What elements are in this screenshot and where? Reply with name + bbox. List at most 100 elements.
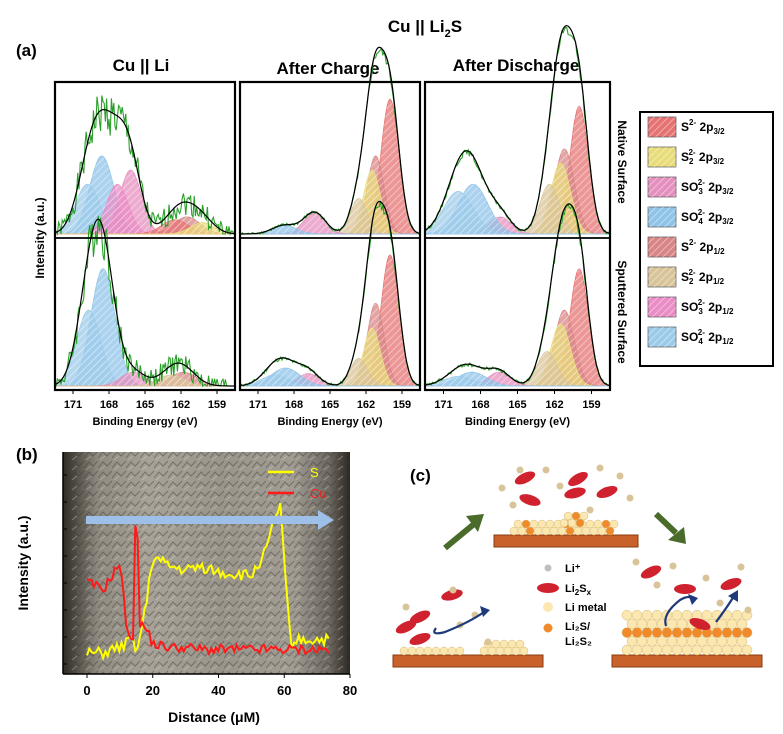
legend-s: S bbox=[310, 465, 319, 480]
col-border-1 bbox=[238, 80, 422, 392]
legend-li2s-line1: Li₂S/ bbox=[565, 621, 590, 633]
peak-hatch bbox=[240, 99, 420, 234]
row-label-native: Native Surface bbox=[615, 120, 629, 204]
li-deposit-ball bbox=[731, 644, 743, 656]
legend-entry: SO32- 2p3/2 bbox=[681, 178, 734, 196]
substrate-left bbox=[392, 654, 544, 668]
peak-hatch bbox=[425, 184, 610, 234]
li-deposit-ball bbox=[661, 627, 673, 638]
li-deposit-ball bbox=[565, 526, 575, 536]
li-deposit-ball bbox=[571, 511, 581, 521]
legend-li-metal: Li metal bbox=[565, 602, 607, 614]
x-tick-label: 159 bbox=[208, 399, 226, 411]
panel-a: (a) Cu || Li2S Cu || Li After Charge Aft… bbox=[16, 17, 774, 428]
li-deposit-ball bbox=[455, 646, 465, 656]
li-deposit-ball bbox=[636, 618, 648, 630]
li-deposit-ball bbox=[557, 526, 567, 536]
x-tick-label: 60 bbox=[277, 683, 291, 698]
peak-hatch bbox=[240, 212, 420, 234]
li-deposit-ball bbox=[407, 646, 417, 656]
x-tick-label: 168 bbox=[471, 399, 489, 411]
li-deposit-ball bbox=[741, 627, 753, 638]
li-deposit-ball bbox=[696, 636, 708, 647]
li-deposit-ball bbox=[533, 526, 543, 536]
li-deposit-ball bbox=[676, 618, 688, 630]
xps-xlabel: Binding Energy (eV) bbox=[92, 416, 197, 428]
peak-hatch bbox=[240, 254, 420, 386]
li2sx-molecule bbox=[519, 494, 541, 506]
peak-hatch bbox=[55, 372, 235, 386]
panel-b-ylabel: Intensity (a.u.) bbox=[15, 516, 31, 611]
li-ion bbox=[449, 586, 457, 594]
x-tick-label: 171 bbox=[249, 399, 267, 411]
li-deposit-ball bbox=[671, 609, 683, 621]
peak-hatch bbox=[425, 217, 610, 234]
li-ion bbox=[702, 574, 710, 582]
li-deposit-ball bbox=[423, 646, 433, 656]
peak-hatch bbox=[425, 268, 610, 386]
legend-swatch-hatch bbox=[648, 237, 676, 257]
panel-b-letter: (b) bbox=[16, 445, 38, 464]
legend-entry: S22- 2p3/2 bbox=[681, 148, 725, 166]
li-deposit-ball bbox=[676, 636, 688, 647]
li-deposit-ball bbox=[631, 609, 643, 621]
legend-li2s-line2: Li₂S₂ bbox=[565, 636, 592, 648]
substrate-top bbox=[493, 534, 639, 548]
li-deposit-ball bbox=[711, 644, 723, 656]
li-deposit-ball bbox=[741, 644, 753, 656]
li-ion bbox=[632, 558, 640, 566]
legend-entry: S2- 2p3/2 bbox=[681, 118, 725, 136]
li-deposit-ball bbox=[431, 646, 441, 656]
li-deposit-ball bbox=[666, 636, 678, 647]
peak-hatch bbox=[425, 191, 610, 234]
li-deposit-ball bbox=[513, 519, 523, 529]
xps-plots: 171 168 165 162 159 Binding Energy (eV) 171 168… bbox=[53, 24, 612, 428]
li-deposit-ball bbox=[509, 526, 519, 536]
li-deposit-ball bbox=[701, 644, 713, 656]
li-deposit-ball bbox=[519, 646, 529, 656]
li-deposit-ball bbox=[631, 627, 643, 638]
peak-hatch bbox=[55, 310, 235, 386]
line-cu bbox=[86, 525, 330, 657]
li-deposit-ball bbox=[575, 518, 585, 528]
li-ion bbox=[516, 466, 524, 474]
li-deposit-ball bbox=[656, 636, 668, 647]
li-ion bbox=[542, 466, 550, 474]
li-deposit-ball bbox=[529, 519, 539, 529]
li-ion bbox=[556, 482, 564, 490]
li-deposit-ball bbox=[681, 627, 693, 638]
li-deposit-ball bbox=[479, 646, 489, 656]
panel-b-xlabel: Distance (μM) bbox=[168, 709, 260, 725]
li-deposit-ball bbox=[631, 644, 643, 656]
xps-xaxis-1: 171 168 165 162 159 Binding Energy (eV) bbox=[249, 390, 411, 428]
li2sx-molecule bbox=[409, 610, 431, 624]
x-tick-label: 162 bbox=[357, 399, 375, 411]
legend-entry: S22- 2p1/2 bbox=[681, 268, 725, 286]
li-deposit-ball bbox=[721, 644, 733, 656]
li-deposit-ball bbox=[515, 639, 525, 649]
li-ion bbox=[669, 562, 677, 570]
panel-c: (c) Li⁺ Li2Sx bbox=[392, 464, 763, 668]
li-deposit-ball bbox=[636, 636, 648, 647]
scan-arrow bbox=[86, 510, 334, 530]
li-deposit-ball bbox=[621, 627, 633, 638]
x-tick-label: 165 bbox=[508, 399, 526, 411]
x-tick-label: 162 bbox=[172, 399, 190, 411]
li-ion bbox=[586, 506, 594, 514]
group-title: Cu || Li2S bbox=[388, 17, 462, 40]
li-deposit-ball bbox=[559, 518, 569, 528]
legend-entry: SO32- 2p1/2 bbox=[681, 298, 734, 316]
li-deposit-ball bbox=[499, 639, 509, 649]
peak-hatch bbox=[240, 375, 420, 386]
peak-hatch bbox=[240, 328, 420, 386]
li-deposit-ball bbox=[701, 609, 713, 621]
legend-swatch-hatch bbox=[648, 117, 676, 137]
fit-envelope bbox=[240, 46, 421, 235]
fit-envelope bbox=[54, 218, 235, 387]
x-tick-label: 171 bbox=[434, 399, 452, 411]
xps-panel-2-1 bbox=[424, 202, 611, 391]
fit-envelope bbox=[424, 203, 611, 387]
li-ion bbox=[484, 638, 492, 646]
li-deposit-ball bbox=[651, 627, 663, 638]
